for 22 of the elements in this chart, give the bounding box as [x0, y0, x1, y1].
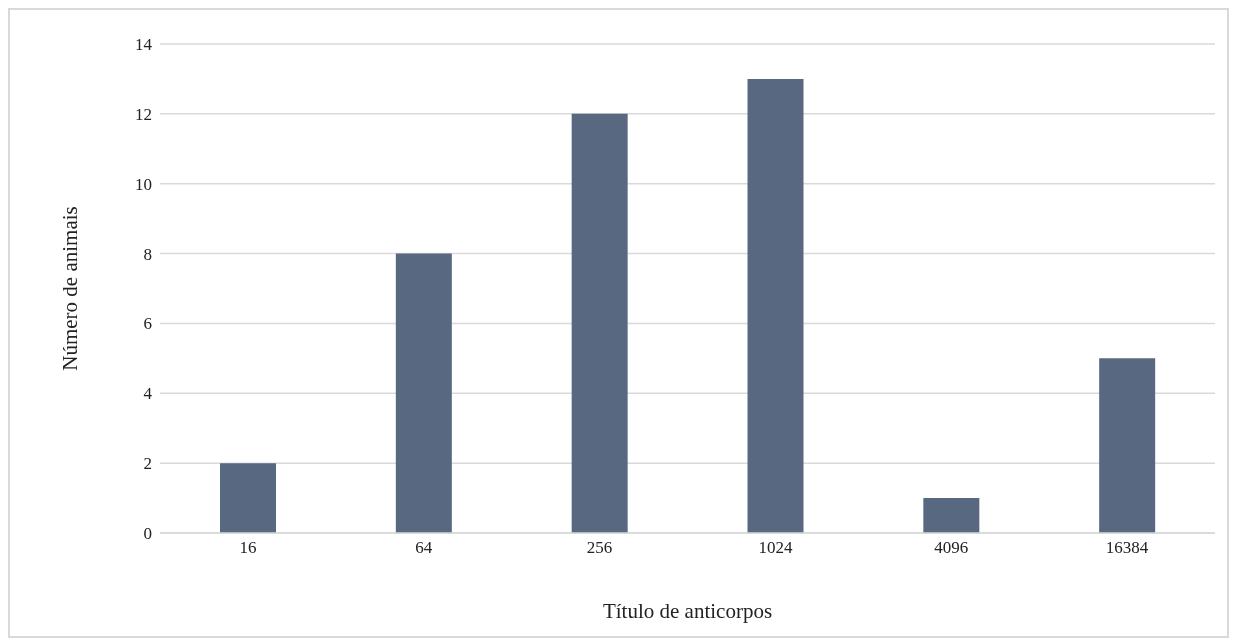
x-tick-label: 16 — [239, 538, 257, 558]
bar — [1099, 358, 1156, 533]
bar — [747, 78, 804, 533]
y-tick-label: 2 — [143, 454, 152, 474]
x-tick-label: 1024 — [758, 538, 793, 558]
bar — [923, 498, 980, 533]
x-tick-label: 64 — [415, 538, 433, 558]
y-tick-label: 4 — [143, 384, 153, 404]
y-tick-label: 12 — [135, 104, 152, 124]
y-tick-label: 0 — [143, 524, 152, 544]
y-tick-label: 8 — [143, 244, 152, 264]
bar — [220, 463, 276, 533]
y-tick-label: 6 — [143, 314, 152, 334]
x-tick-label: 16384 — [1105, 538, 1149, 558]
y-tick-label: 14 — [135, 35, 153, 55]
y-tick-label: 10 — [135, 174, 152, 194]
x-tick-label: 4096 — [934, 538, 969, 558]
y-axis-title: Número de animais — [58, 206, 83, 371]
bar — [571, 113, 628, 533]
x-axis-title: Título de anticorpos — [602, 599, 773, 623]
x-tick-label: 256 — [586, 538, 613, 558]
bar — [395, 253, 452, 533]
